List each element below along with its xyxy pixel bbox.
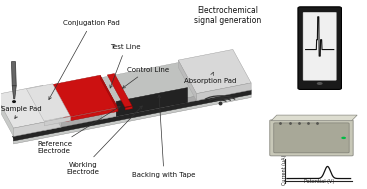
Text: Electrochemical
signal generation: Electrochemical signal generation [194,6,261,25]
Text: Backing with Tape: Backing with Tape [132,95,196,178]
Text: Sample Pad: Sample Pad [1,106,42,119]
Polygon shape [44,96,199,130]
Text: Reference
Electrode: Reference Electrode [37,106,120,154]
Polygon shape [26,62,199,126]
Polygon shape [107,74,132,107]
Polygon shape [14,119,61,136]
Text: Control Line: Control Line [123,67,169,88]
Polygon shape [0,57,236,108]
Polygon shape [125,106,132,110]
Polygon shape [12,86,16,99]
Polygon shape [196,83,251,101]
Polygon shape [44,117,70,126]
Text: Current (μA): Current (μA) [281,154,287,184]
Polygon shape [271,115,357,121]
FancyBboxPatch shape [298,7,341,89]
Polygon shape [100,75,118,111]
Text: Absorption Pad: Absorption Pad [184,72,236,84]
Polygon shape [14,90,251,141]
Polygon shape [66,108,118,122]
Text: Potential (V): Potential (V) [304,180,334,184]
Polygon shape [0,59,234,108]
Polygon shape [43,85,61,127]
Text: Test Line: Test Line [110,44,141,88]
Text: Working
Electrode: Working Electrode [66,106,142,175]
Polygon shape [12,90,251,139]
Text: Conjugation Pad: Conjugation Pad [49,20,120,100]
Ellipse shape [341,137,346,139]
Polygon shape [99,80,168,115]
Polygon shape [102,90,173,119]
Polygon shape [48,85,65,121]
Polygon shape [0,85,61,128]
Ellipse shape [12,100,16,103]
Polygon shape [11,62,16,86]
Polygon shape [178,50,251,94]
Ellipse shape [317,82,323,85]
FancyBboxPatch shape [303,12,336,80]
Polygon shape [48,75,118,118]
Polygon shape [89,82,159,116]
Bar [275,158,353,185]
FancyBboxPatch shape [274,123,349,153]
Polygon shape [14,90,251,144]
Polygon shape [0,57,251,136]
Polygon shape [116,88,188,116]
FancyBboxPatch shape [270,120,353,156]
Polygon shape [178,60,196,101]
Polygon shape [26,84,70,121]
